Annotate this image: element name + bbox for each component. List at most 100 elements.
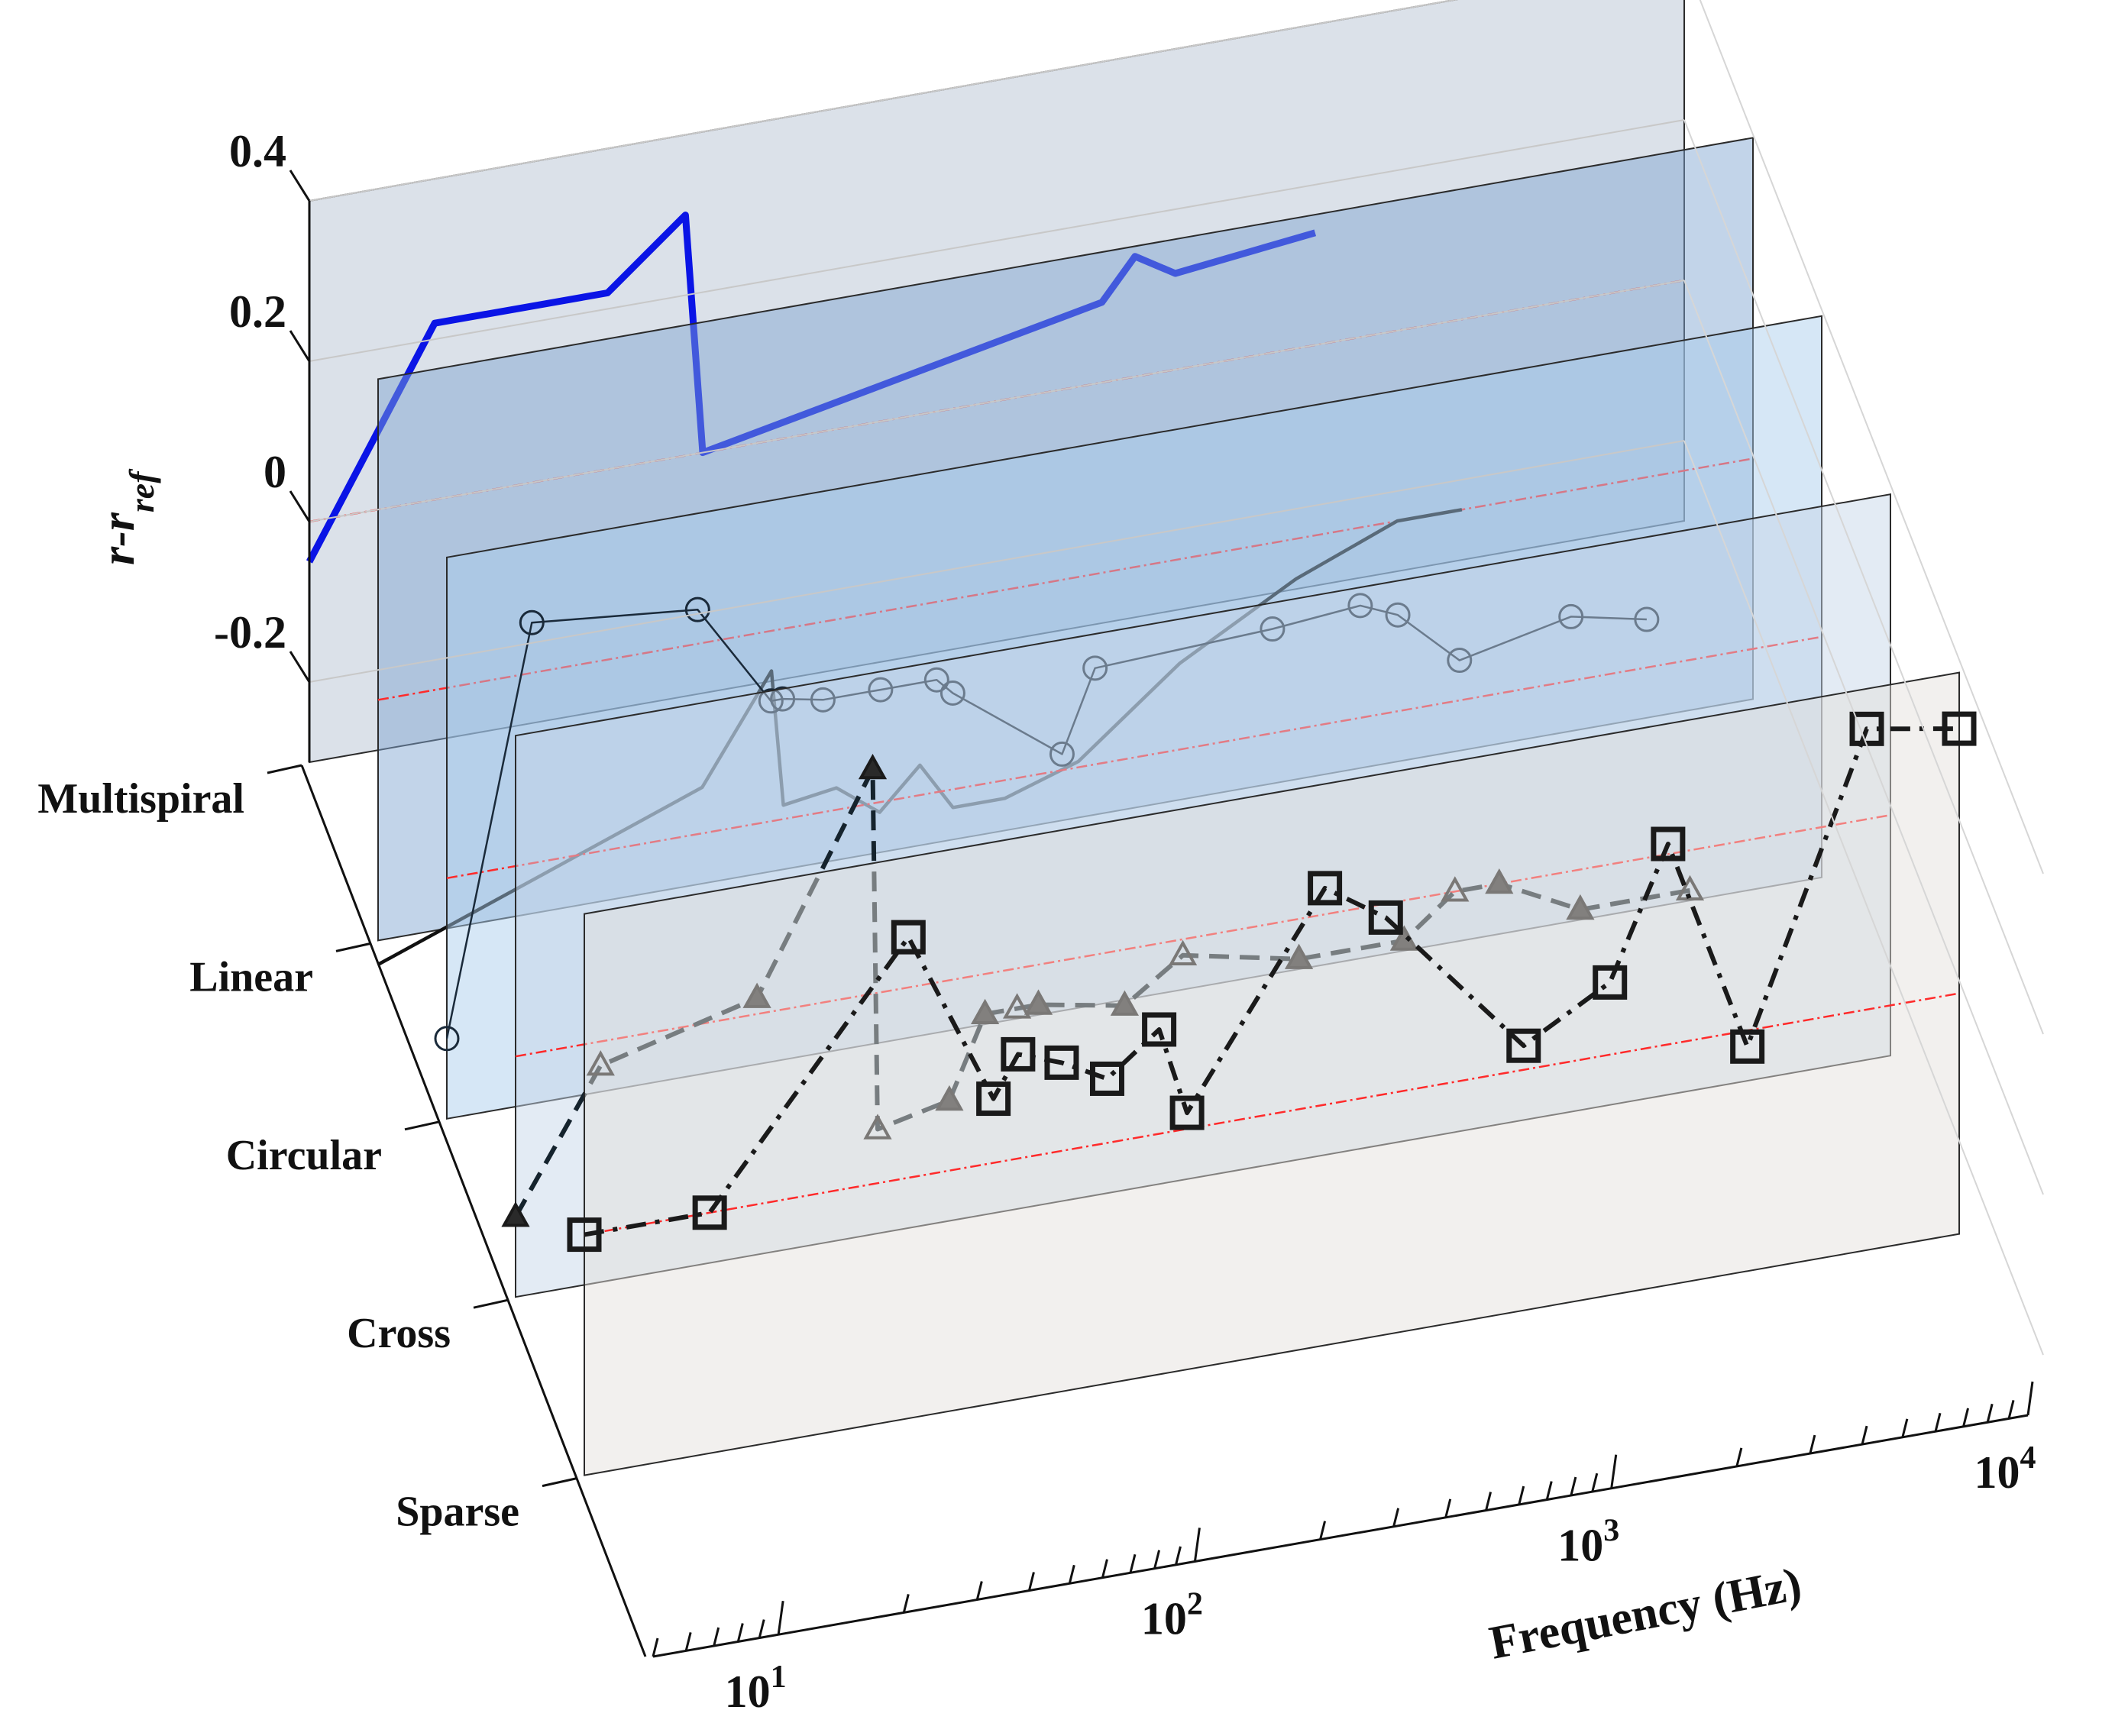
x-minor-tick — [1809, 1434, 1816, 1454]
y-tick-label: 0.2 — [229, 286, 286, 337]
data-point — [742, 982, 771, 1008]
chart-panels — [306, 0, 1977, 1476]
data-point — [758, 688, 784, 714]
data-point — [1284, 943, 1314, 969]
data-point — [1110, 990, 1140, 1016]
y-axis-title-sub: ref — [122, 468, 161, 512]
data-point — [1142, 1012, 1177, 1047]
series-layer-circular — [434, 315, 1822, 1120]
data-point — [891, 920, 926, 955]
x-minor-tick — [1962, 1408, 1969, 1427]
x-tick-label: 103 — [1557, 1514, 1619, 1571]
x-minor-tick — [1485, 1492, 1493, 1511]
y-axis-title-main: r-r — [92, 512, 144, 565]
data-point — [939, 680, 965, 706]
y-tick — [289, 490, 311, 522]
data-point — [863, 1114, 892, 1140]
data-point — [501, 1201, 530, 1227]
series-line-circular — [445, 604, 1647, 1039]
data-point — [1168, 939, 1198, 965]
panel-cross — [515, 493, 1891, 1298]
data-point — [868, 677, 894, 703]
data-point — [770, 686, 796, 712]
x-minor-tick — [758, 1619, 765, 1638]
zero-reference-line — [446, 635, 1822, 880]
x-minor-tick — [1518, 1485, 1525, 1505]
x-minor-tick — [1901, 1418, 1909, 1438]
side-grid-line — [1683, 119, 2044, 1035]
x-minor-tick — [1027, 1572, 1035, 1591]
data-point — [692, 1195, 727, 1230]
y-tick — [289, 170, 311, 202]
data-point — [1593, 965, 1628, 1000]
data-point — [1485, 868, 1514, 894]
data-point — [567, 1217, 602, 1253]
data-point — [684, 596, 710, 622]
data-point — [1651, 826, 1686, 862]
y-tick — [289, 330, 311, 362]
x-minor-tick — [1735, 1447, 1743, 1467]
x-minor-tick — [713, 1627, 720, 1647]
data-point — [586, 1050, 615, 1076]
data-point — [1634, 606, 1660, 632]
data-point — [1044, 1045, 1079, 1080]
zero-reference-line — [584, 992, 1960, 1236]
series-line-cross — [513, 767, 1691, 1218]
x-minor-tick — [1861, 1425, 1868, 1445]
data-point — [976, 1081, 1011, 1117]
side-grid-line — [1683, 440, 2044, 1356]
x-axis-line — [652, 1414, 2029, 1658]
panel-linear — [377, 137, 1754, 942]
data-point — [1675, 874, 1705, 900]
x-minor-tick — [1392, 1508, 1400, 1527]
y-tick-label: 0 — [264, 447, 286, 497]
category-label-linear: Linear — [189, 953, 313, 1001]
x-minor-tick — [1591, 1473, 1599, 1492]
data-point — [1385, 602, 1411, 628]
data-point — [1169, 1095, 1205, 1130]
category-label-multispiral: Multispiral — [37, 775, 244, 823]
x-tick-label: 102 — [1141, 1586, 1203, 1644]
data-point — [1024, 989, 1053, 1015]
data-point — [1447, 648, 1473, 674]
data-point — [1082, 655, 1108, 681]
x-major-tick — [2026, 1381, 2034, 1416]
series-layer-linear — [377, 137, 1754, 966]
data-point — [1506, 1028, 1541, 1063]
data-point — [1260, 616, 1286, 642]
data-point — [1558, 603, 1584, 629]
data-point — [519, 609, 545, 635]
grid-lines — [309, 0, 2044, 1356]
category-label-sparse: Sparse — [396, 1489, 519, 1536]
series-layer-sparse — [567, 671, 1977, 1476]
series-layer-cross — [501, 493, 1891, 1298]
x-minor-tick — [975, 1581, 983, 1600]
data-point — [858, 754, 888, 780]
x-minor-tick — [1934, 1412, 1942, 1432]
x-minor-tick — [684, 1632, 692, 1651]
back-grid-line — [309, 119, 1685, 362]
back-grid-line — [309, 440, 1685, 683]
data-point — [1308, 871, 1343, 906]
x-minor-tick — [736, 1623, 744, 1642]
x-minor-tick — [1153, 1550, 1161, 1570]
back-grid-line — [309, 0, 1458, 202]
data-point — [1368, 900, 1403, 935]
data-point — [970, 998, 1000, 1024]
x-minor-tick — [652, 1637, 659, 1657]
y-tick-label: 0.4 — [229, 126, 286, 176]
x-minor-tick — [2007, 1400, 2015, 1419]
data-point — [1001, 1036, 1036, 1072]
data-point — [1441, 876, 1470, 902]
zero-reference-line — [377, 457, 1754, 701]
depth-tick — [473, 1298, 509, 1309]
x-minor-tick — [1319, 1521, 1327, 1540]
x-major-tick — [1193, 1527, 1201, 1562]
x-tick-label: 104 — [1974, 1440, 2036, 1498]
data-point — [923, 667, 949, 693]
category-label-cross: Cross — [347, 1310, 451, 1357]
x-minor-tick — [1444, 1498, 1452, 1518]
data-point — [935, 1085, 964, 1111]
y-axis-title: r-rref — [92, 468, 161, 565]
